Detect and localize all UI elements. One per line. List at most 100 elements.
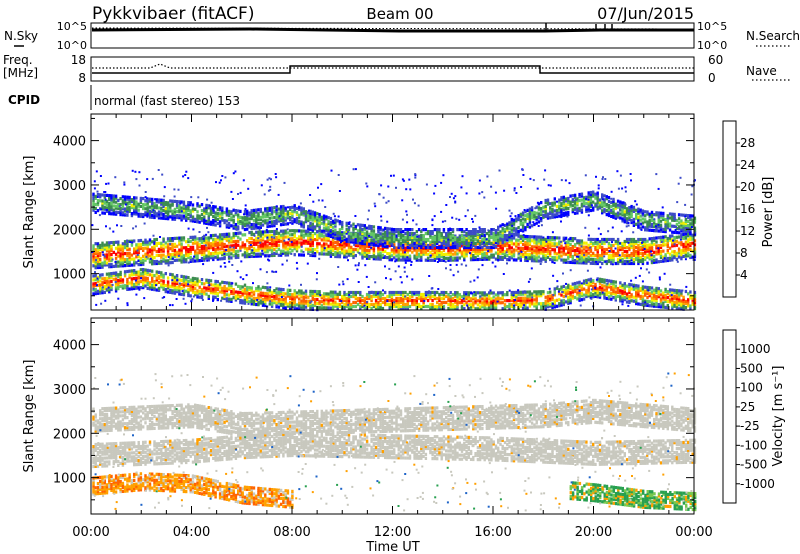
power-cell <box>359 229 362 233</box>
power-cell <box>250 236 253 241</box>
power-cell <box>270 294 274 298</box>
power-cell <box>662 255 665 259</box>
power-cell <box>625 245 629 250</box>
power-cell <box>567 240 570 244</box>
power-cell <box>234 239 238 244</box>
power-cell <box>659 245 663 249</box>
power-cell <box>108 284 111 288</box>
power-cell <box>567 250 570 254</box>
power-cell <box>650 228 654 232</box>
power-cell <box>232 208 235 212</box>
power-cell <box>585 249 588 253</box>
power-cell <box>166 249 170 253</box>
power-cell <box>273 241 276 246</box>
power-cell <box>298 245 301 249</box>
power-cell <box>273 295 276 299</box>
power-cell <box>214 223 217 227</box>
power-cell <box>112 198 115 202</box>
power-cell <box>101 289 104 293</box>
power-cell <box>637 259 640 264</box>
power-cell <box>126 285 129 289</box>
power-cell <box>682 242 685 246</box>
power-cell <box>291 245 294 249</box>
power-cell <box>576 257 579 261</box>
power-cell <box>576 253 579 257</box>
power-cell <box>266 244 269 248</box>
power-cell <box>404 256 407 260</box>
power-cell <box>191 207 195 211</box>
power-cell <box>194 219 197 223</box>
power-cell <box>322 248 326 252</box>
power-cell <box>628 247 631 252</box>
power-cell <box>639 237 642 242</box>
power-cell <box>171 289 174 293</box>
power-cell <box>218 286 222 290</box>
power-cell <box>440 232 443 236</box>
power-cell <box>322 244 326 248</box>
power-cell <box>268 212 271 216</box>
power-cell <box>237 225 240 229</box>
power-cell <box>151 275 154 279</box>
power-cell <box>451 258 455 262</box>
power-cell <box>151 260 154 264</box>
power-cell <box>365 238 369 242</box>
power-cell <box>628 259 631 264</box>
power-cell <box>433 252 437 256</box>
date-label: 07/Jun/2015 <box>597 4 694 23</box>
power-cell <box>610 210 613 214</box>
power-cell <box>246 251 249 255</box>
power-cell <box>664 230 667 234</box>
power-cell <box>300 212 303 216</box>
power-cell <box>329 242 333 246</box>
power-cell <box>92 204 95 208</box>
power-cell <box>639 218 642 222</box>
power-cell <box>671 258 674 262</box>
power-cell <box>203 248 206 252</box>
power-cell <box>126 241 129 246</box>
power-cell <box>506 226 509 230</box>
power-cell <box>304 299 308 303</box>
power-cell <box>300 206 303 210</box>
power-cell <box>585 259 588 263</box>
power-cell <box>114 271 118 275</box>
power-cell <box>406 250 409 254</box>
power-cell <box>426 243 430 248</box>
power-cell <box>388 241 391 245</box>
power-cell <box>182 293 186 297</box>
power-cell <box>207 206 210 210</box>
power-cell <box>180 274 183 278</box>
power-cell <box>223 244 226 249</box>
power-cell <box>313 227 317 231</box>
power-cell <box>108 247 111 251</box>
power-cell <box>526 235 529 239</box>
power-cell <box>478 234 482 238</box>
power-cell <box>123 199 127 203</box>
power-cell <box>551 244 554 248</box>
power-cell <box>133 196 136 200</box>
power-cell <box>139 238 143 243</box>
power-cell <box>221 288 224 292</box>
power-cell <box>449 254 452 258</box>
power-cell <box>318 300 321 304</box>
power-cell <box>282 204 285 209</box>
power-cell <box>497 251 500 255</box>
power-cell <box>630 212 633 217</box>
power-cell <box>555 258 559 262</box>
power-cell <box>585 257 588 261</box>
power-cell <box>553 209 556 213</box>
power-cell <box>646 261 649 265</box>
power-cell <box>142 260 145 264</box>
power-cell <box>250 232 253 237</box>
power-cell <box>198 289 201 293</box>
power-cell <box>214 281 217 285</box>
power-cell <box>166 253 170 257</box>
power-cell <box>282 300 285 304</box>
power-cell <box>148 240 152 244</box>
power-cell <box>648 218 651 222</box>
power-cell <box>671 256 674 260</box>
power-cell <box>488 257 491 261</box>
power-cell <box>108 290 111 294</box>
power-cell <box>257 297 260 301</box>
power-cell <box>101 201 104 205</box>
power-cell <box>293 247 296 251</box>
